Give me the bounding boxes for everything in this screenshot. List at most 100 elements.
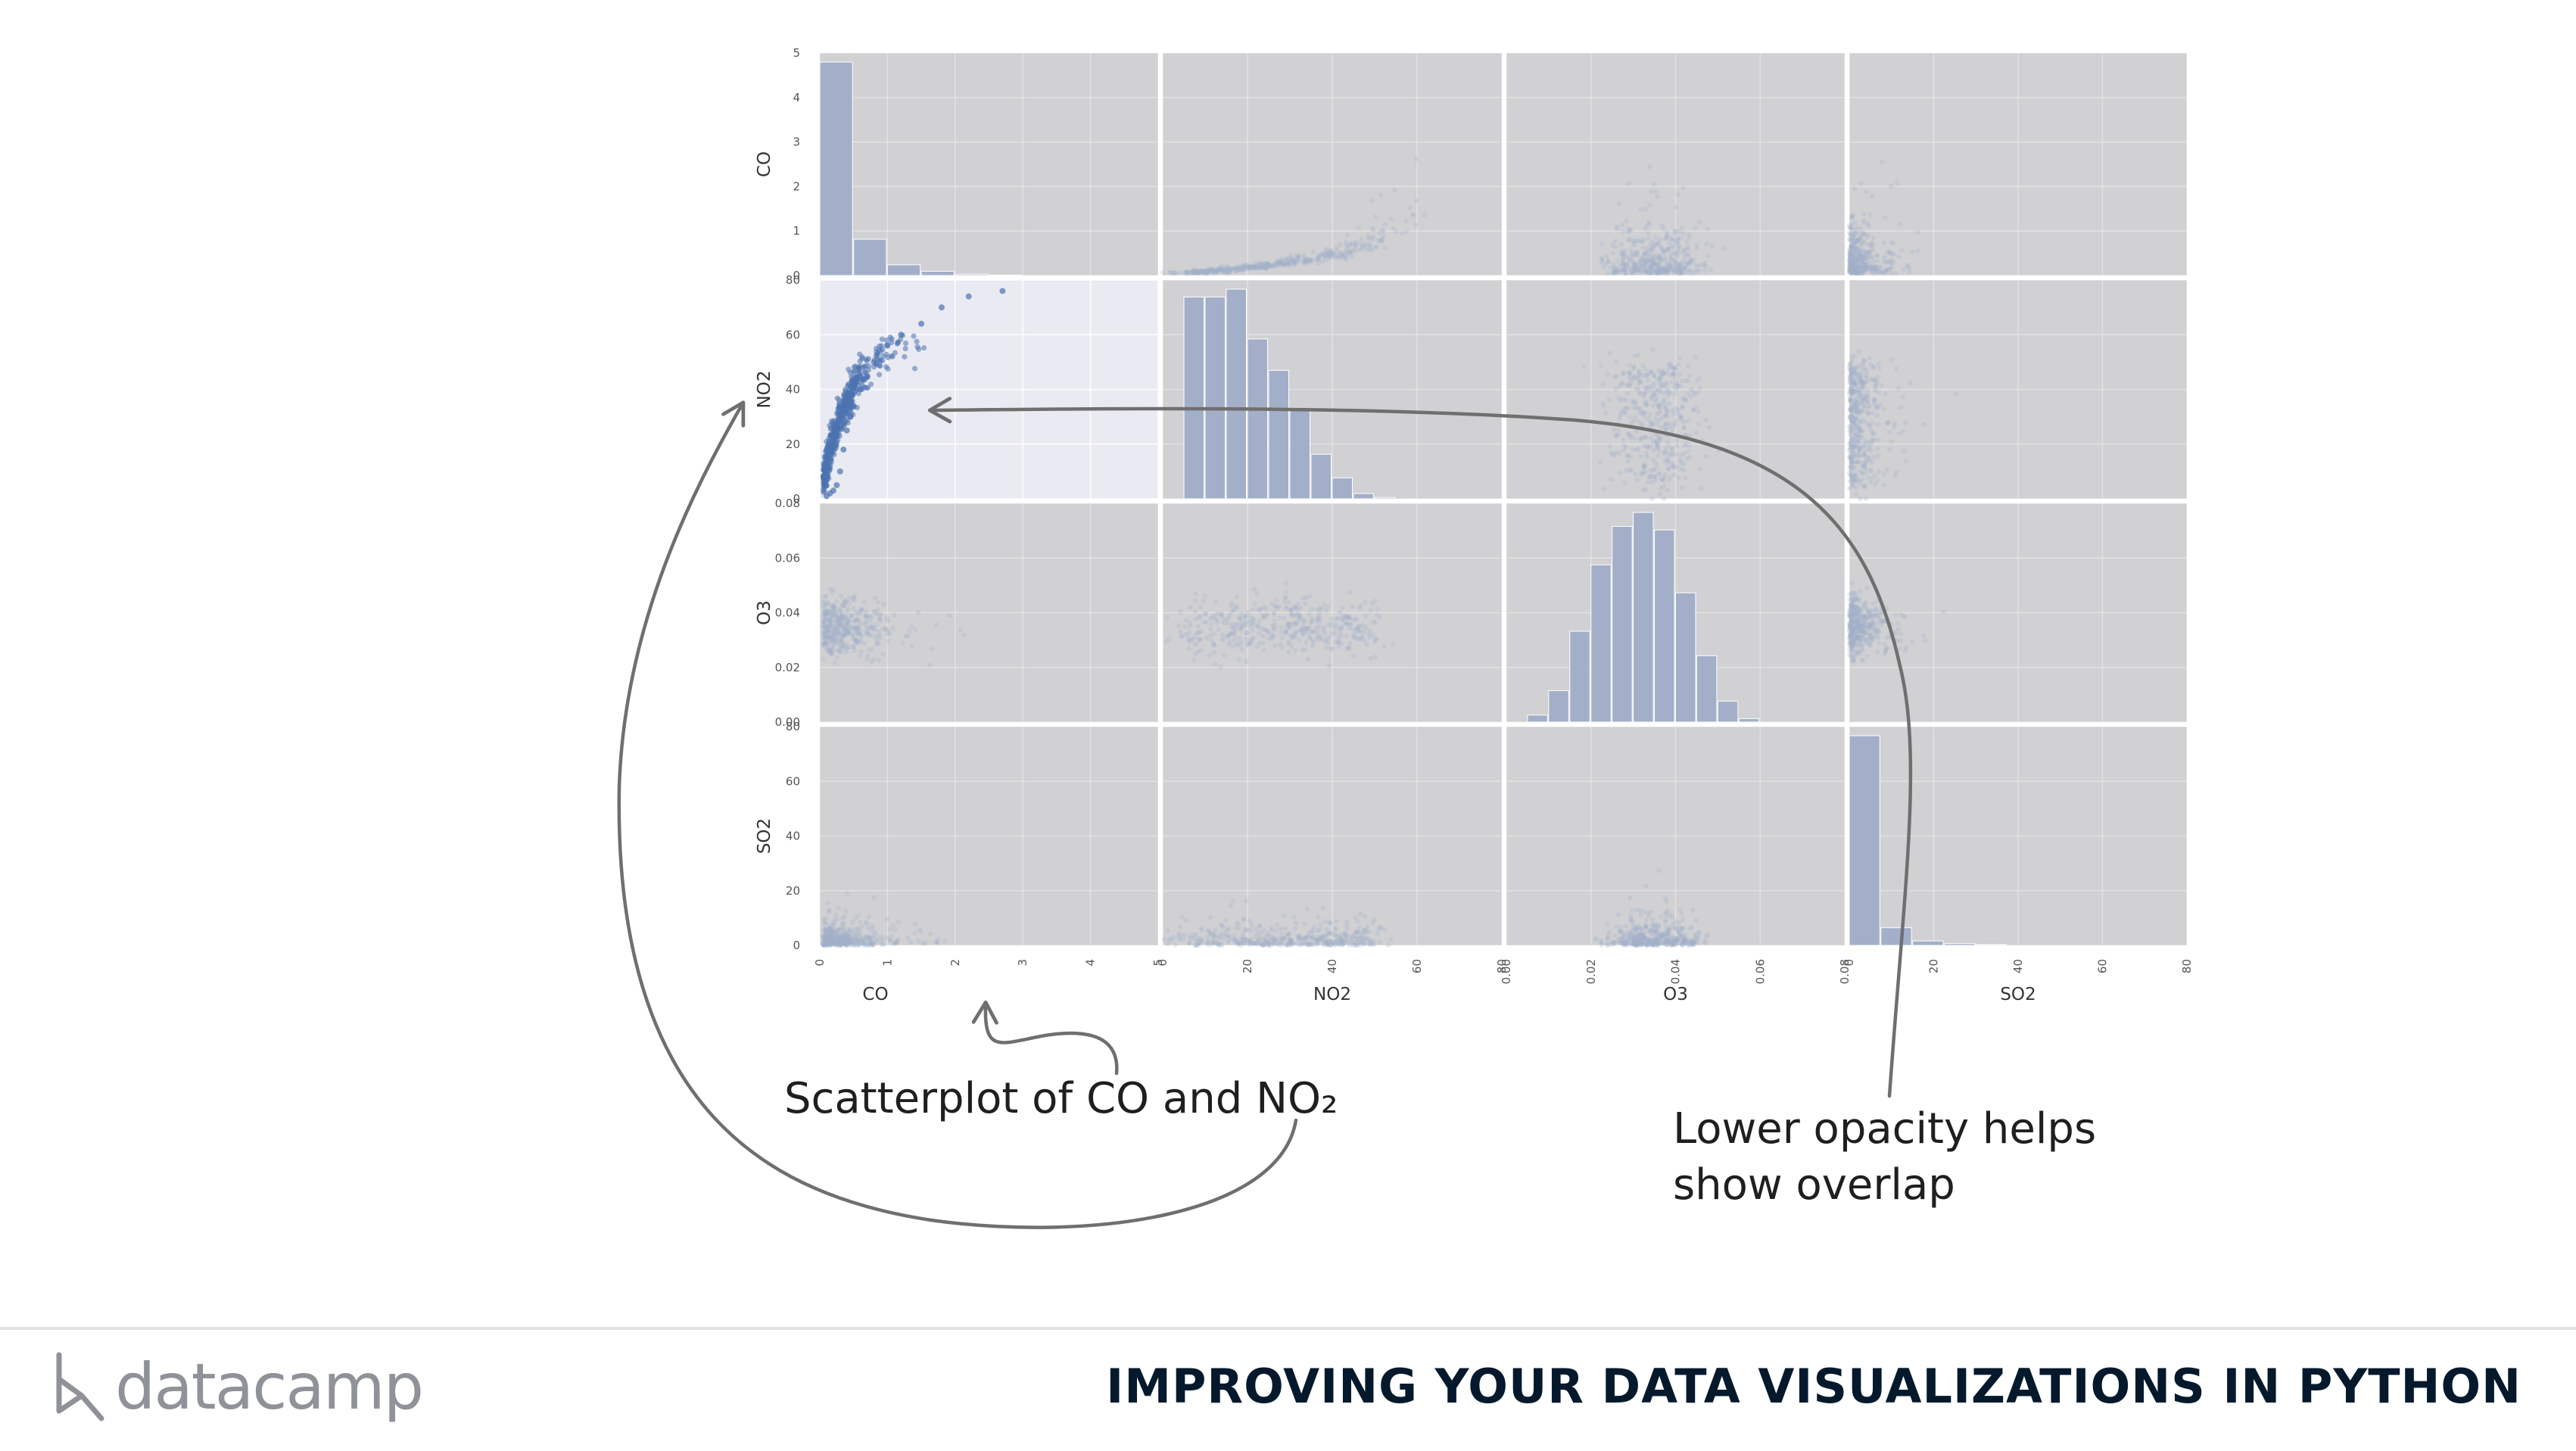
scatter-point bbox=[1226, 266, 1232, 272]
scatter-point bbox=[1659, 223, 1665, 229]
scatter-point bbox=[1279, 261, 1284, 266]
scatter-point bbox=[1645, 269, 1651, 276]
scatter-point bbox=[1603, 410, 1609, 416]
scatter-point bbox=[861, 621, 867, 627]
scatter-point bbox=[1208, 267, 1213, 273]
scatter-point bbox=[1328, 249, 1335, 254]
scatter-point bbox=[1653, 461, 1659, 466]
panel-co-vs-o3 bbox=[1506, 52, 1846, 276]
scatter-point bbox=[1199, 268, 1204, 274]
scatter-point bbox=[1205, 267, 1210, 273]
scatter-point bbox=[1864, 653, 1870, 659]
scatter-point bbox=[1649, 265, 1654, 271]
scatter-point bbox=[1681, 266, 1687, 272]
scatter-point bbox=[1391, 226, 1397, 232]
scatter-point bbox=[1234, 268, 1239, 273]
scatter-point bbox=[1268, 263, 1274, 269]
scatter-point bbox=[842, 914, 847, 919]
scatter-point bbox=[1648, 265, 1653, 270]
scatter-point bbox=[886, 638, 891, 644]
scatter-point bbox=[824, 593, 829, 599]
scatter-point bbox=[1636, 381, 1642, 386]
scatter-point bbox=[1640, 266, 1646, 272]
scatter-point bbox=[1901, 266, 1906, 272]
scatter-point bbox=[850, 634, 855, 639]
scatter-point bbox=[1347, 241, 1353, 247]
y-tick-label: 0.02 bbox=[775, 661, 800, 674]
scatter-point bbox=[1648, 266, 1653, 271]
scatter-point bbox=[1313, 256, 1319, 262]
scatter-point bbox=[1678, 466, 1684, 472]
scatter-point bbox=[1614, 267, 1620, 273]
scatter-point bbox=[1216, 627, 1221, 632]
scatter-point bbox=[1897, 222, 1902, 227]
scatter-point bbox=[1292, 648, 1298, 653]
scatter-point bbox=[1318, 253, 1323, 258]
x-tick-label: 4 bbox=[1084, 959, 1098, 967]
scatter-point bbox=[1852, 353, 1858, 360]
scatter-point bbox=[1867, 621, 1872, 627]
scatter-point bbox=[1850, 213, 1855, 219]
scatter-point bbox=[1652, 268, 1657, 274]
scatter-point bbox=[1653, 235, 1659, 240]
scatter-point bbox=[1674, 228, 1679, 234]
scatter-point bbox=[852, 388, 858, 394]
scatter-point bbox=[1693, 226, 1698, 232]
scatter-point bbox=[1303, 257, 1309, 263]
scatter-point bbox=[1315, 256, 1321, 262]
scatter-point bbox=[1296, 255, 1301, 261]
scatter-point bbox=[1669, 269, 1675, 275]
scatter-point bbox=[1664, 233, 1670, 239]
scatter-point bbox=[1291, 261, 1296, 266]
scatter-point bbox=[1226, 265, 1231, 270]
scatter-point bbox=[866, 363, 872, 369]
scatter-point bbox=[1866, 223, 1871, 229]
scatter-point bbox=[1350, 249, 1356, 254]
scatter-point bbox=[1650, 421, 1656, 426]
scatter-point bbox=[1865, 447, 1870, 452]
x-tick-label: 0 bbox=[1156, 959, 1170, 967]
y-tick-label: 3 bbox=[793, 135, 800, 149]
scatter-point bbox=[1643, 434, 1648, 441]
scatter-point bbox=[864, 613, 869, 619]
scatter-point bbox=[1860, 658, 1866, 664]
scatter-point bbox=[1649, 264, 1655, 270]
scatter-point bbox=[1860, 394, 1866, 400]
scatter-point bbox=[1852, 416, 1858, 422]
scatter-point bbox=[1288, 607, 1294, 613]
scatter-point bbox=[1661, 248, 1666, 254]
scatter-point bbox=[1247, 265, 1252, 270]
scatter-point bbox=[1222, 637, 1227, 642]
scatter-point bbox=[848, 927, 853, 933]
scatter-point bbox=[1693, 430, 1699, 435]
scatter-point bbox=[1618, 242, 1624, 248]
scatter-point bbox=[1357, 628, 1363, 634]
scatter-point bbox=[1643, 269, 1648, 275]
scatter-point bbox=[1664, 266, 1669, 272]
scatter-point bbox=[1656, 270, 1662, 276]
scatter-point bbox=[1292, 926, 1298, 931]
scatter-point bbox=[1614, 224, 1619, 229]
scatter-point bbox=[1308, 259, 1313, 264]
scatter-point bbox=[1262, 260, 1268, 266]
scatter-point bbox=[1687, 454, 1693, 459]
scatter-point bbox=[1695, 378, 1700, 383]
scatter-point bbox=[1316, 257, 1322, 263]
scatter-point bbox=[1881, 641, 1887, 646]
scatter-point bbox=[1291, 260, 1297, 265]
scatter-point bbox=[834, 654, 840, 660]
scatter-point bbox=[1674, 254, 1680, 259]
scatter-point bbox=[1164, 615, 1170, 621]
scatter-point bbox=[1656, 267, 1662, 273]
scatter-point bbox=[1649, 257, 1654, 262]
scatter-point bbox=[832, 926, 837, 932]
scatter-point bbox=[1169, 270, 1174, 276]
scatter-point bbox=[1340, 250, 1346, 255]
scatter-point bbox=[1681, 443, 1687, 449]
scatter-point bbox=[1367, 244, 1373, 250]
scatter-point bbox=[1636, 368, 1641, 374]
scatter-point bbox=[1263, 264, 1269, 270]
scatter-point bbox=[865, 356, 871, 362]
scatter-point bbox=[1296, 637, 1302, 643]
